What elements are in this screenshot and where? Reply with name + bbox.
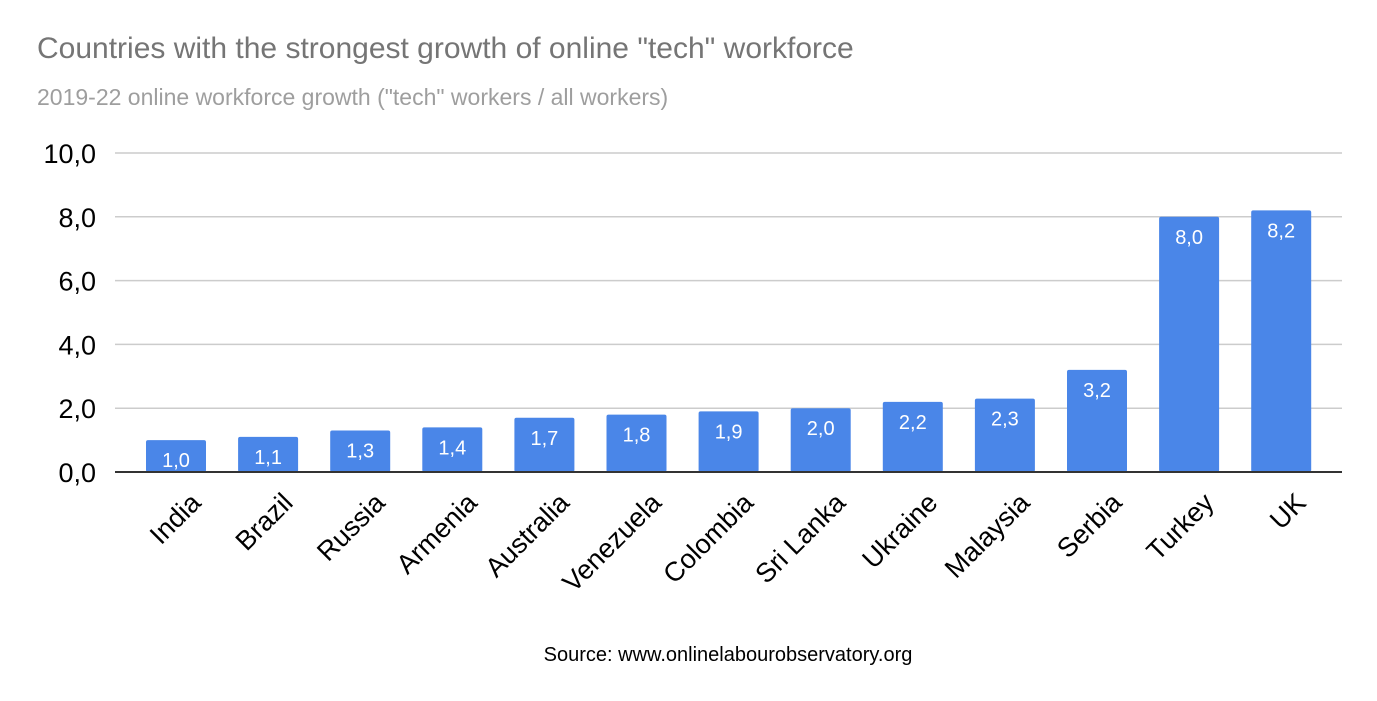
y-tick-label: 10,0 (43, 139, 96, 169)
bar-india (146, 440, 206, 472)
data-label: 1,3 (346, 441, 374, 463)
bar-russia (330, 430, 391, 472)
x-tick-label: UK (1264, 487, 1312, 535)
data-label: 1,4 (438, 437, 466, 459)
x-axis-labels: India Brazil Russia ArmeniaAustraliaVenezue… (144, 487, 1312, 598)
x-tick-label: Serbia (1051, 487, 1128, 564)
x-tick-label: Colombia (657, 487, 760, 590)
data-label: 2,3 (991, 409, 1019, 431)
x-tick-label: Australia (479, 487, 575, 583)
data-label: 3,2 (1083, 380, 1111, 402)
data-label: 2,2 (899, 412, 927, 434)
bar-malaysia (974, 398, 1035, 472)
x-tick-label: Armenia (391, 487, 484, 580)
data-label: 8,2 (1267, 220, 1295, 242)
bar-uk (1251, 210, 1312, 473)
bar-ukraine (882, 401, 943, 472)
bar-sri-lanka (790, 408, 851, 472)
x-tick-label: Malaysia (939, 487, 1036, 584)
data-label: 1,8 (623, 425, 651, 447)
x-tick-label: Russia (311, 487, 391, 567)
bar-venezuela (606, 414, 667, 472)
y-axis-ticks: 0,0 2,0 4,0 6,0 8,0 10,0 (43, 139, 96, 488)
data-label: 1,7 (530, 428, 558, 450)
chart-title: Countries with the strongest growth of o… (37, 32, 854, 65)
y-tick-label: 8,0 (58, 203, 96, 233)
y-tick-label: 4,0 (58, 330, 96, 360)
x-tick-label: Sri Lanka (749, 487, 852, 590)
bar-colombia (698, 411, 759, 472)
bar-armenia (422, 427, 483, 472)
y-tick-label: 2,0 (58, 394, 96, 424)
chart-source: Source: www.onlinelabourobservatory.org (543, 644, 913, 666)
x-tick-label: Venezuela (557, 487, 668, 598)
bar-serbia (1067, 369, 1127, 472)
bars (146, 210, 1312, 473)
data-label: 8,0 (1175, 227, 1203, 249)
data-label: 1,0 (162, 450, 190, 472)
data-label: 1,1 (254, 447, 282, 469)
chart-subtitle: 2019-22 online workforce growth ("tech" … (37, 84, 669, 110)
x-tick-label: Brazil (230, 487, 299, 556)
y-tick-label: 6,0 (58, 267, 96, 297)
data-labels: 1,0 1,1 1,3 1,4 1,7 1,8 1,9 2,0 2,2 2,3 3,2 8,0 8,2 (162, 220, 1295, 472)
bar-brazil (238, 436, 299, 472)
data-label: 1,9 (715, 421, 743, 443)
bar-australia (514, 417, 575, 472)
x-tick-label: India (144, 487, 207, 550)
y-tick-label: 0,0 (58, 458, 96, 488)
gridlines (115, 152, 1342, 409)
bar-turkey (1159, 216, 1220, 472)
x-tick-label: Turkey (1141, 487, 1220, 566)
x-tick-label: Ukraine (856, 487, 943, 574)
data-label: 2,0 (807, 418, 835, 440)
